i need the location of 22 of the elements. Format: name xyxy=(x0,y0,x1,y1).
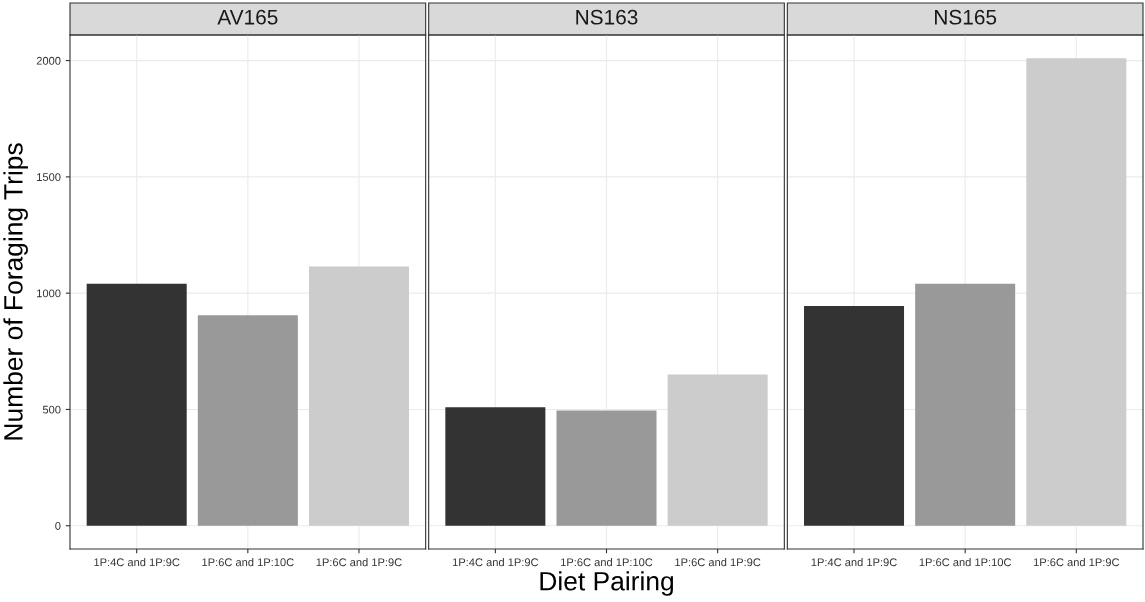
x-tick-label: 1P:6C and 1P:9C xyxy=(1033,558,1120,567)
x-tick-label: 1P:4C and 1P:9C xyxy=(811,558,897,567)
x-tick-label: 1P:6C and 1P:10C xyxy=(919,558,1012,567)
y-tick-label: 1000 xyxy=(37,289,61,298)
bar xyxy=(197,315,298,526)
bar xyxy=(308,266,409,526)
x-tick-label: 1P:4C and 1P:9C xyxy=(452,558,539,567)
y-tick-label: 0 xyxy=(55,522,61,530)
x-tick-label: 1P:6C and 1P:9C xyxy=(316,558,402,567)
x-tick-label: 1P:6C and 1P:9C xyxy=(675,558,761,567)
x-tick-label: 1P:6C and 1P:10C xyxy=(202,558,294,567)
x-tick-label: 1P:6C and 1P:10C xyxy=(561,558,653,567)
bar xyxy=(86,283,187,526)
y-tick-label: 2000 xyxy=(36,56,61,65)
x-tick-label: 1P:4C and 1P:9C xyxy=(94,558,180,567)
chart-title: AV165 xyxy=(217,9,278,25)
y-tick-label: 1500 xyxy=(37,173,61,182)
chart-title: NS163 xyxy=(576,9,638,25)
y-tick-label: 500 xyxy=(42,405,61,414)
y-axis-title: Number of Foraging Trips xyxy=(3,143,28,440)
chart-title: NS165 xyxy=(935,9,997,25)
x-axis-title: Diet Pairing xyxy=(540,571,673,596)
